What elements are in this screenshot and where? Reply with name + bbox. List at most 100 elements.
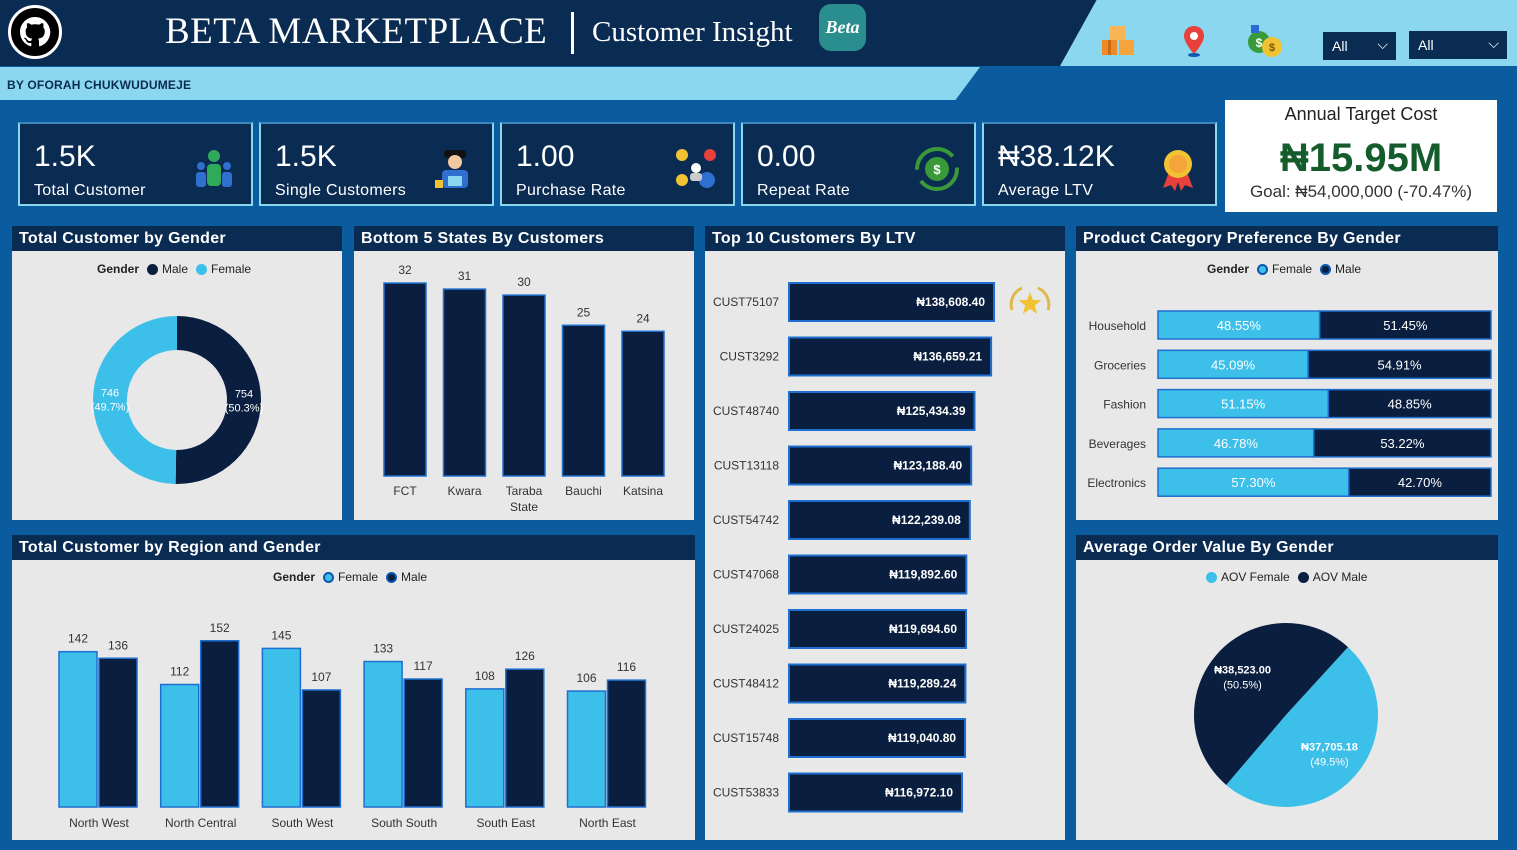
panel-title: Total Customer by Region and Gender — [12, 535, 695, 560]
donut-slice-male — [175, 316, 261, 484]
legend-title: Gender — [273, 570, 316, 584]
svg-text:$: $ — [1256, 36, 1263, 50]
chart-legend: Gender Male Female — [97, 262, 251, 276]
chart-legend: Gender Female Male — [273, 570, 427, 584]
ltv-bar — [788, 336, 993, 377]
aov-pie-chart: ₦38,523.00 (50.5%) ₦37,705.18 (49.5%) — [1194, 623, 1379, 808]
location-pin-icon[interactable] — [1180, 24, 1208, 58]
kpi-purchase-rate: 1.00 Purchase Rate — [500, 122, 735, 206]
region-tick-label: North Central — [165, 816, 236, 830]
legend-item-female[interactable]: Female — [1272, 262, 1313, 276]
region-value-label: 133 — [373, 642, 393, 656]
ltv-customer-label: CUST15748 — [713, 731, 779, 745]
legend-item-aov-male[interactable]: AOV Male — [1312, 570, 1368, 584]
states-bar-chart: 32 FCT 31 Kwara 30 Taraba State 25 Bauchi 24 Katsi… — [383, 263, 665, 514]
gender-donut-chart: 754 (50.3%) 746 (49.7%) — [91, 316, 264, 484]
region-tick-label: North East — [579, 816, 636, 830]
states-bar-panel: Bottom 5 States By Customers 32 FCT 31 Kwar… — [354, 226, 694, 520]
legend-swatch-aov-female — [1206, 571, 1217, 583]
slicer-2[interactable]: All ⌵ — [1409, 31, 1507, 59]
region-bar-male — [606, 679, 647, 808]
legend-item-male[interactable]: Male — [1335, 262, 1362, 276]
region-value-label: 126 — [515, 649, 535, 663]
ltv-bar — [788, 554, 968, 595]
boxes-icon[interactable] — [1100, 24, 1138, 58]
ltv-value-label: ₦138,608.40 — [916, 295, 985, 309]
ltv-bar — [788, 718, 967, 758]
ltv-value-label: ₦125,434.39 — [897, 404, 966, 418]
category-bar-female — [1157, 349, 1309, 380]
ltv-bar — [788, 500, 971, 540]
donut-label-value: 746 — [101, 387, 119, 399]
ltv-value-label: ₦136,659.21 — [913, 350, 982, 364]
donut-label-pct: (50.3%) — [225, 403, 264, 415]
gender-donut-panel: Total Customer by Gender Gender Male Fem… — [12, 226, 342, 520]
category-tick-label: Beverages — [1089, 437, 1146, 451]
award-ribbon-icon — [1163, 150, 1193, 191]
region-value-label: 107 — [311, 670, 331, 684]
kpi-value: 1.00 — [516, 140, 575, 173]
category-bar-male — [1327, 388, 1492, 419]
chevron-down-icon: ⌵ — [1377, 36, 1388, 52]
category-tick-label: Fashion — [1103, 398, 1146, 412]
ltv-customer-label: CUST54742 — [713, 513, 779, 527]
category-male-label: 53.22% — [1380, 436, 1425, 451]
ltv-customer-label: CUST53833 — [713, 786, 779, 800]
kpi-label: Single Customers — [275, 182, 407, 199]
page-subtitle: Customer Insight — [592, 16, 793, 48]
category-bar-female — [1157, 428, 1315, 458]
region-bar-male — [403, 678, 443, 808]
aov-label-value: ₦38,523.00 — [1214, 665, 1271, 677]
slicer-1[interactable]: All ⌵ — [1323, 32, 1396, 60]
laurel-shape — [1009, 286, 1051, 311]
legend-item-female[interactable]: Female — [211, 262, 252, 276]
github-icon[interactable] — [8, 5, 62, 59]
ltv-value-label: ₦123,188.40 — [893, 459, 962, 473]
state-bar — [442, 288, 487, 477]
legend-item-male[interactable]: Male — [162, 262, 189, 276]
region-bar-male — [505, 668, 545, 808]
legend-title: Gender — [97, 262, 140, 276]
ltv-bar — [788, 282, 995, 322]
region-value-label: 152 — [210, 621, 230, 635]
category-bar-male — [1313, 428, 1492, 458]
category-male-label: 54.91% — [1378, 357, 1423, 372]
state-value-label: 31 — [458, 269, 472, 283]
svg-text:$: $ — [1269, 42, 1275, 54]
state-bar — [502, 294, 546, 477]
legend-item-female[interactable]: Female — [338, 570, 379, 584]
money-bag-icon[interactable]: $ $ — [1245, 22, 1285, 60]
region-bar-female — [566, 690, 607, 808]
region-value-label: 145 — [271, 628, 291, 642]
region-tick-label: South South — [371, 816, 437, 830]
aov-slice-aov-male — [1194, 623, 1349, 785]
panel-title: Product Category Preference By Gender — [1076, 226, 1498, 251]
ltv-customer-label: CUST47068 — [713, 568, 779, 582]
category-tick-label: Household — [1089, 319, 1146, 333]
category-panel: Product Category Preference By Gender Ge… — [1076, 226, 1498, 520]
kpi-label: Total Customer — [34, 182, 146, 199]
region-bar-female — [363, 660, 403, 808]
slicer-1-value: All — [1332, 38, 1348, 54]
legend-item-male[interactable]: Male — [401, 570, 428, 584]
region-value-label: 112 — [170, 665, 189, 679]
category-male-label: 51.45% — [1383, 318, 1428, 333]
aov-label-pct: (49.5%) — [1310, 756, 1349, 768]
region-tick-label: South West — [271, 816, 333, 830]
region-bar-female — [261, 647, 302, 808]
region-value-label: 142 — [68, 632, 88, 646]
region-value-label: 106 — [576, 671, 596, 685]
ltv-bar — [788, 609, 968, 649]
legend-item-aov-female[interactable]: AOV Female — [1221, 570, 1290, 584]
ltv-value-label: ₦119,289.24 — [888, 677, 956, 691]
category-female-label: 48.55% — [1217, 318, 1262, 333]
panel-title: Total Customer by Gender — [12, 226, 342, 251]
ltv-value-label: ₦119,040.80 — [888, 731, 956, 745]
region-bar-female — [159, 683, 200, 808]
ltv-value-label: ₦122,239.08 — [892, 513, 961, 527]
state-value-label: 32 — [398, 263, 412, 277]
category-female-label: 51.15% — [1221, 397, 1266, 412]
ltv-customer-label: CUST48740 — [713, 404, 779, 418]
region-bar-female — [58, 650, 98, 808]
state-tick-label: State — [510, 500, 538, 514]
